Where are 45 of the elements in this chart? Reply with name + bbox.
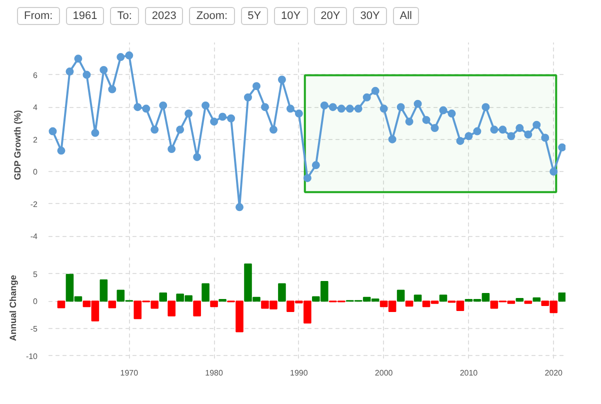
x-tick-label: 1980 [205,368,224,378]
y-tick-label: 6 [33,70,38,80]
bar [439,294,448,302]
bar [558,292,566,302]
x-tick-label: 1970 [120,368,139,378]
text: 1961 [66,7,104,25]
y-axis-title: Annual Change [8,274,18,341]
text: 5Y [240,7,268,25]
bar [405,300,414,307]
bar [108,300,116,308]
y-tick-label: -2 [30,200,38,209]
y-axis-title: GDP Growth (%) [12,110,22,180]
y-tick-label: 0 [33,168,38,177]
y-tick-label: -5 [30,324,38,334]
bar [202,283,210,302]
x-tick-label: 2020 [544,368,564,378]
bar [100,279,108,302]
text: All [392,7,420,25]
y-tick-label: 2 [33,135,38,144]
bar [414,294,422,302]
bar [193,300,201,316]
bar [159,292,167,302]
y-tick-label: -10 [26,352,38,361]
bar [57,300,66,308]
x-tick-label: 1990 [290,368,308,378]
y-tick-label: 5 [33,270,38,279]
bar [532,297,541,302]
text: 2023 [144,7,184,25]
bar [524,300,532,304]
x-tick-label: 2000 [374,368,394,378]
text: 10Y [274,7,308,25]
bar [210,300,218,308]
text: To: [110,7,139,25]
text: 20Y [314,7,348,25]
y-tick-label: -4 [30,232,38,242]
text: Zoom: [189,7,235,25]
y-tick-label: 0 [33,297,38,306]
y-tick-label: 4 [33,103,38,112]
text: 30Y [353,7,387,25]
x-tick-label: 2010 [460,368,478,378]
bar [396,290,405,302]
bar [278,283,286,302]
bar [516,298,524,302]
bar [168,300,176,316]
text: From: [17,7,60,25]
